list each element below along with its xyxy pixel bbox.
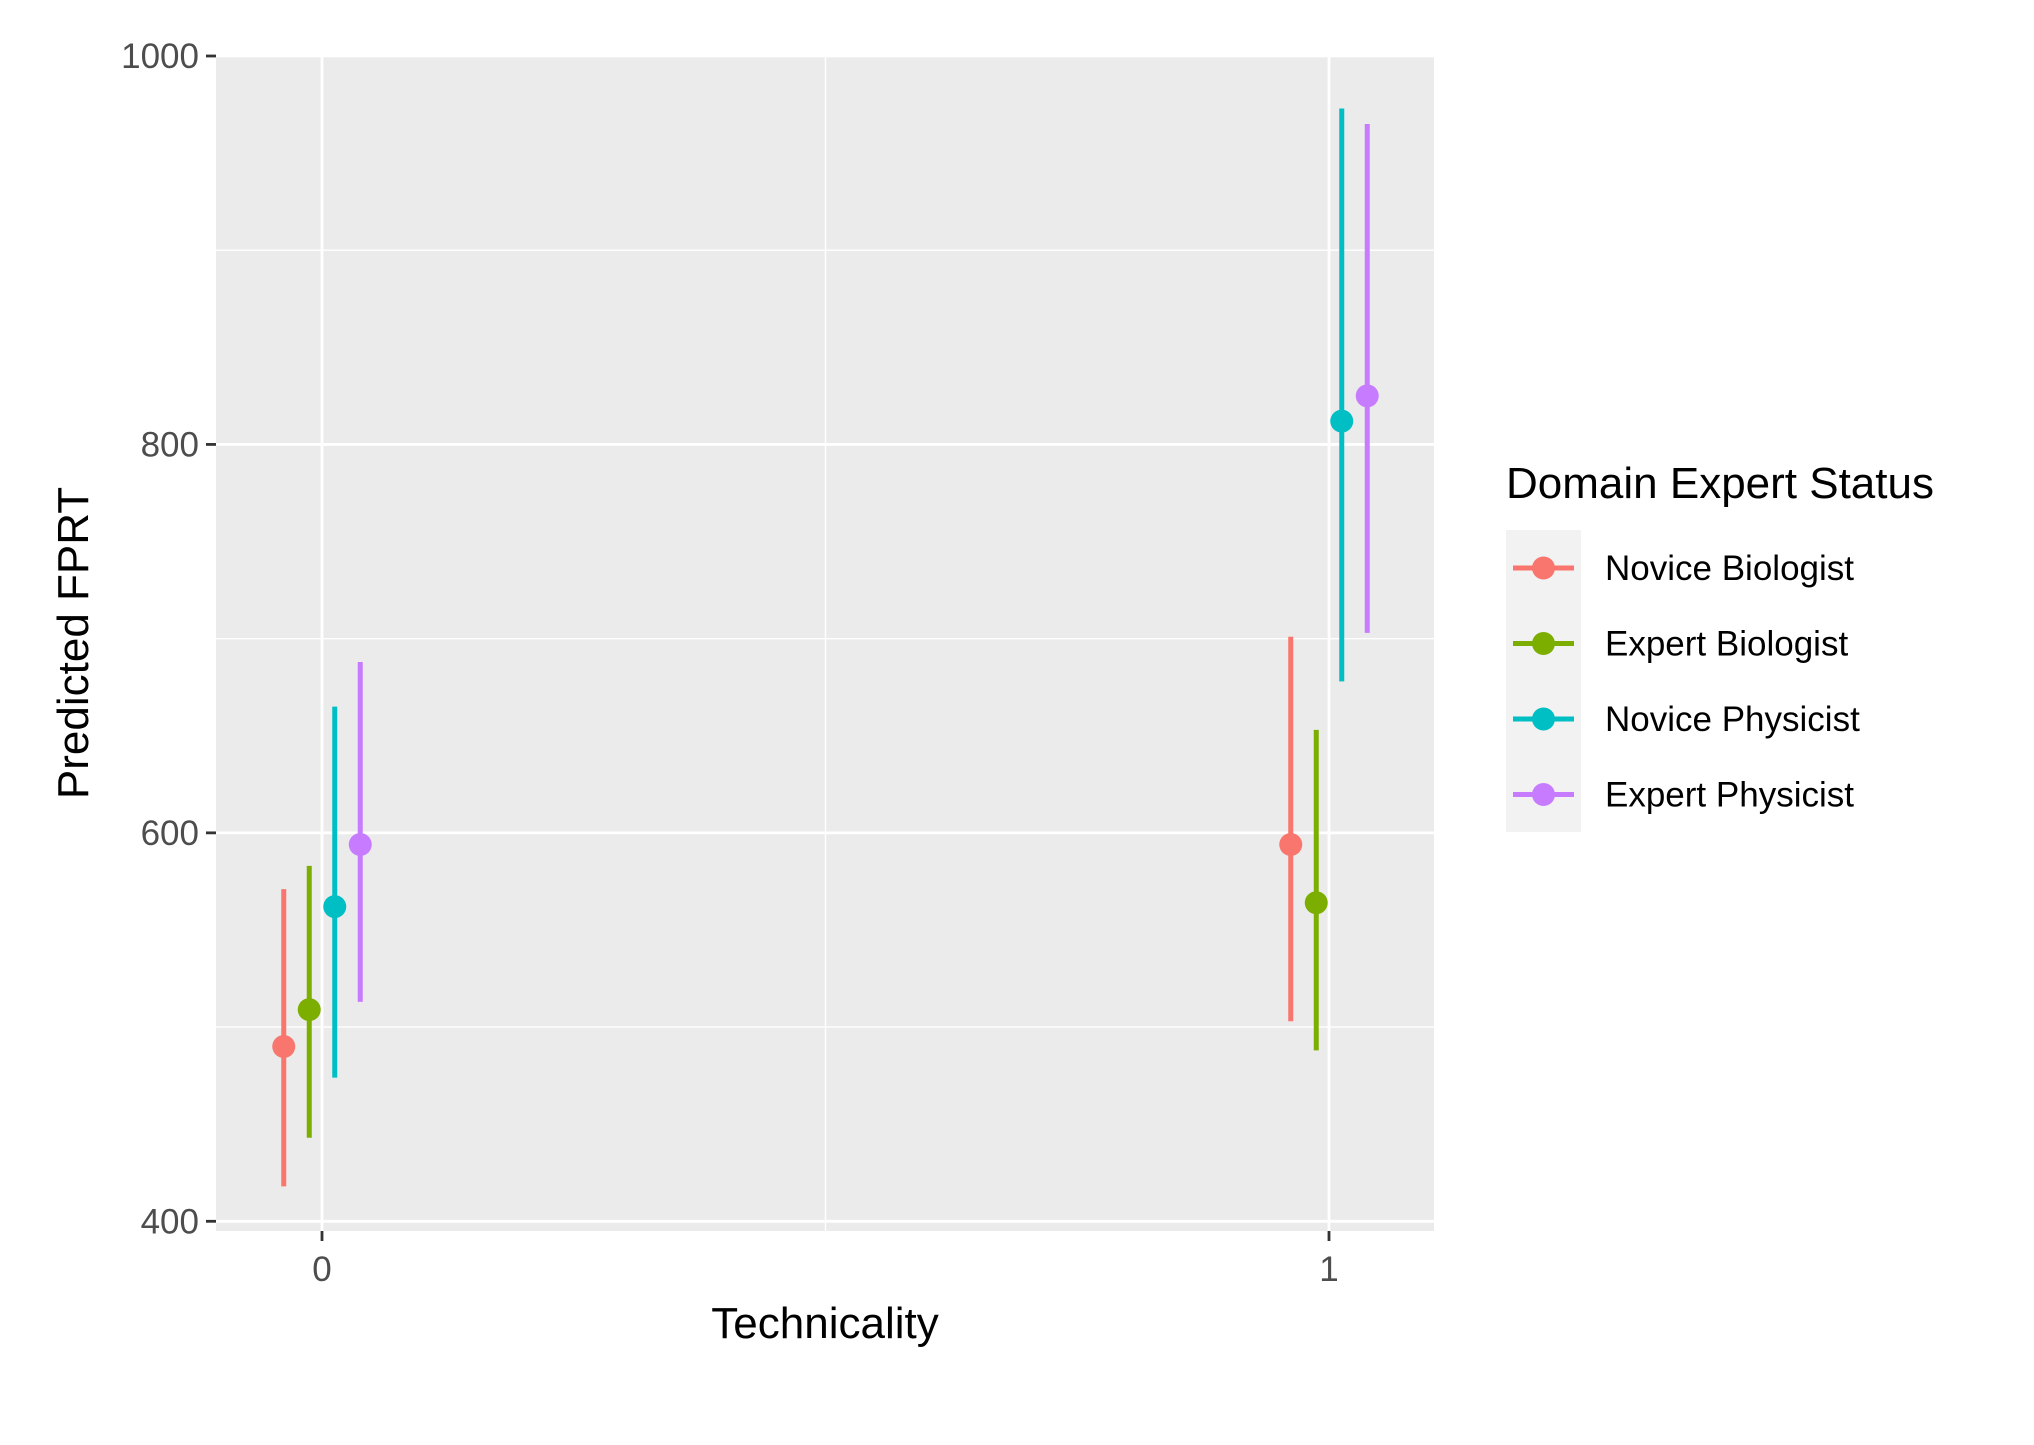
data-point (1330, 409, 1354, 433)
legend-key-point (1532, 556, 1555, 580)
data-point (1279, 833, 1303, 857)
legend-label: Expert Biologist (1605, 625, 1848, 664)
legend-label: Novice Biologist (1605, 549, 1854, 588)
data-marks (272, 108, 1379, 1187)
x-tick-label: 1 (1319, 1250, 1338, 1289)
data-point (272, 1034, 296, 1058)
y-tick-label: 1000 (121, 37, 199, 76)
legend-label: Novice Physicist (1605, 700, 1860, 739)
y-tick-label: 800 (141, 425, 199, 464)
minor-gridlines (216, 56, 1434, 1231)
legend-label: Expert Physicist (1605, 776, 1854, 815)
y-tick-label: 600 (141, 814, 199, 853)
legend-key-point (1532, 632, 1555, 655)
major-gridlines (216, 54, 1434, 1231)
legend: Domain Expert Status Novice Biologist Exp… (1506, 459, 1934, 832)
legend-key-point (1532, 707, 1555, 731)
legend-items: Novice Biologist Expert Biologist Novice P… (1506, 530, 1860, 832)
y-axis-title: Predicted FPRT (49, 487, 98, 799)
data-point (1355, 384, 1379, 408)
y-tick-label: 400 (141, 1202, 199, 1241)
data-point (297, 998, 321, 1022)
legend-key-background (1506, 530, 1581, 832)
y-axis: 400 600 800 1000 (121, 37, 216, 1241)
legend-title: Domain Expert Status (1506, 459, 1934, 508)
data-point (348, 833, 372, 857)
legend-key-point (1532, 783, 1555, 806)
x-tick-label: 0 (312, 1250, 331, 1289)
x-axis-title: Technicality (711, 1299, 938, 1348)
data-point (1304, 891, 1328, 915)
data-point (323, 895, 347, 919)
